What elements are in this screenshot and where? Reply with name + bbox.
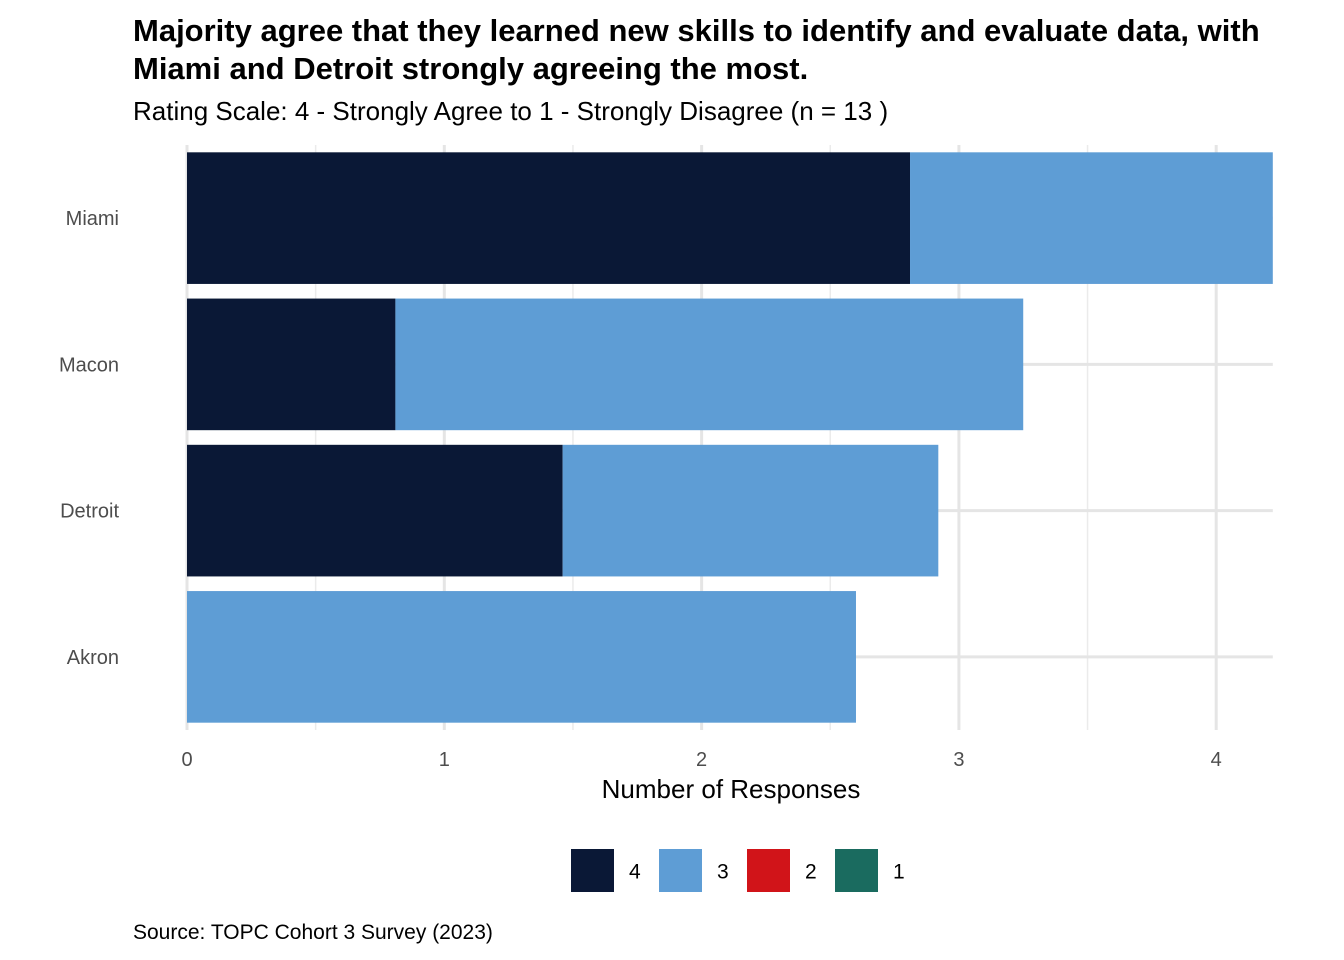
bar-macon-rating-4: [187, 298, 396, 431]
bar-detroit-rating-4: [187, 444, 563, 577]
y-tick-label: Detroit: [60, 501, 119, 523]
y-tick-label: Akron: [67, 647, 119, 669]
bar-detroit-rating-3: [562, 444, 939, 577]
x-axis-title: Number of Responses: [602, 774, 861, 804]
x-tick-label: 4: [1211, 749, 1222, 771]
legend-item-4: 4: [571, 849, 641, 892]
legend-label: 4: [629, 861, 641, 884]
y-tick-label: Miami: [66, 208, 119, 230]
y-tick-label: Macon: [59, 354, 119, 376]
bars: [187, 152, 1273, 723]
legend: 4 3 2 1: [571, 849, 905, 892]
legend-item-2: 2: [747, 849, 817, 892]
legend-label: 1: [893, 861, 905, 884]
chart-caption: Source: TOPC Cohort 3 Survey (2023): [133, 921, 493, 944]
legend-item-1: 1: [835, 849, 905, 892]
x-tick-label: 0: [181, 749, 192, 771]
legend-label: 3: [717, 861, 729, 884]
x-tick-label: 1: [439, 749, 450, 771]
legend-label: 2: [805, 861, 817, 884]
legend-key: [747, 849, 790, 892]
x-tick-label: 2: [696, 749, 707, 771]
bar-akron-rating-3: [187, 591, 856, 723]
legend-key: [659, 849, 702, 892]
bar-miami-rating-4: [187, 152, 911, 284]
bar-miami-rating-3: [910, 152, 1273, 284]
chart-subtitle: Rating Scale: 4 - Strongly Agree to 1 - …: [133, 96, 889, 126]
bar-macon-rating-3: [395, 298, 1024, 431]
legend-item-3: 3: [659, 849, 729, 892]
x-tick-label: 3: [953, 749, 964, 771]
legend-key: [571, 849, 614, 892]
axes: Miami Macon Detroit Akron 0 1 2 3 4: [59, 208, 1222, 771]
chart-title: Majority agree that they learned new ski…: [133, 13, 1260, 86]
legend-key: [835, 849, 878, 892]
